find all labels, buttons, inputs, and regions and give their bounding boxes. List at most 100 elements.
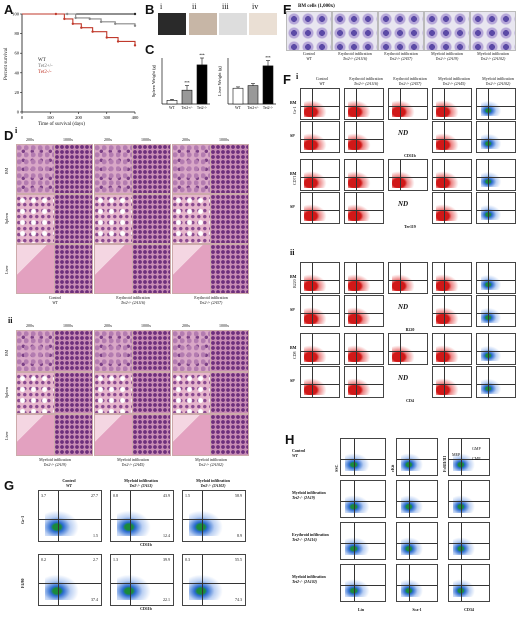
flow-gate-v xyxy=(444,334,445,364)
flow-events xyxy=(436,342,463,362)
flow-gate-v xyxy=(488,89,489,119)
flow-gate-h xyxy=(477,138,515,139)
flow-events xyxy=(304,201,331,221)
flow-row-label: BM xyxy=(290,274,297,279)
histology-200x xyxy=(172,244,211,294)
flow-plot xyxy=(476,262,516,294)
flow-events xyxy=(480,305,506,323)
histology-caption-1: Myeloid infiltration xyxy=(195,457,227,462)
flow-plot xyxy=(300,88,340,120)
flow-events xyxy=(304,271,331,291)
flow-events xyxy=(480,169,506,187)
flow-gate-h xyxy=(301,279,339,280)
flow-gate-h xyxy=(345,383,383,384)
panel-label-g: G xyxy=(4,478,15,493)
survival-point xyxy=(133,44,137,47)
flow-events xyxy=(436,130,463,150)
smear-caption-line2: Tet2-/- (2A102) xyxy=(480,56,506,61)
bar-category-label: Tet2-/- xyxy=(263,106,274,110)
histology-1000x xyxy=(132,372,171,414)
g-quad-value: 43.9 xyxy=(163,493,170,498)
smear-caption-line2: Tet2-/- (2A116) xyxy=(342,56,368,61)
gate-gmp: GMP xyxy=(472,446,481,451)
flow-plot xyxy=(432,159,472,191)
flow-gate-h xyxy=(389,105,427,106)
h-row-caption-1: Myeloid infiltration xyxy=(292,490,326,495)
h-ylabel: SSC xyxy=(334,464,339,472)
flow-gate-h xyxy=(397,458,437,460)
g-quad-value: 58.9 xyxy=(235,493,242,498)
flow-gate-h xyxy=(477,312,515,313)
g-quad-value: 3.7 xyxy=(41,493,46,498)
flow-events xyxy=(436,271,463,291)
flow-gate-h xyxy=(449,458,489,460)
flow-plot xyxy=(388,88,428,120)
flow-gate-v xyxy=(354,523,355,559)
flow-row-label: SP xyxy=(290,204,295,209)
flow-events xyxy=(45,570,86,600)
flow-gate-h xyxy=(345,279,383,280)
flow-yaxis-label: B220 xyxy=(292,279,297,288)
flow-gate-v xyxy=(488,367,489,397)
h-xlabel: Lin xyxy=(357,607,364,612)
histology-200x xyxy=(94,194,133,244)
bar-category-label: Tet2-/- xyxy=(197,106,208,110)
histology-row-label: BM xyxy=(4,167,9,174)
panel-label-f: F xyxy=(283,72,291,87)
flow-plot xyxy=(476,192,516,224)
g-xlabel: CD11b xyxy=(140,606,152,611)
flow-plot xyxy=(300,159,340,191)
h-flow-cKit xyxy=(396,438,438,476)
mag-1000x: 1000x xyxy=(63,323,73,328)
flow-gate-v xyxy=(409,523,410,559)
flow-gate-h xyxy=(389,176,427,177)
flow-grid-g: Control WT 3.7 27.7 1.5 0.2 2.7 37.4 Myeloid inf… xyxy=(16,478,248,618)
h-row-caption-2: Tet2-/- (2A116) xyxy=(292,537,317,542)
bar-Tet2-/- xyxy=(262,65,274,105)
flow-gate-v xyxy=(129,491,131,541)
histology-200x xyxy=(172,330,211,372)
flow-gate-h xyxy=(397,584,437,586)
legend-tet2-ko: Tet2-/- xyxy=(38,70,52,75)
flow-events xyxy=(45,506,86,536)
flow-plot xyxy=(476,295,516,327)
flow-row-label: BM xyxy=(290,171,297,176)
flow-gate-h xyxy=(397,542,437,544)
flow-plot xyxy=(476,88,516,120)
flow-plot xyxy=(344,333,384,365)
histology-1000x xyxy=(132,144,171,194)
flow-gate-v xyxy=(444,367,445,397)
histology-caption-1: Myeloid infiltration xyxy=(39,457,71,462)
flow-gate-v xyxy=(488,334,489,364)
histology-row-label: Spleen xyxy=(4,213,9,224)
flow-gate-v xyxy=(444,122,445,152)
flow-plot xyxy=(388,262,428,294)
flow-plot xyxy=(476,333,516,365)
flow-gate-h xyxy=(449,584,489,586)
survival-y-tick-label: 60 xyxy=(15,51,20,56)
flow-gate-h xyxy=(477,279,515,280)
flow-yaxis-label: Gr-1 xyxy=(292,106,297,114)
histology-1000x xyxy=(54,330,93,372)
legend-tet2-het: Tet2+/- xyxy=(38,64,53,69)
histology-caption-2: Tet2-/- (2A57) xyxy=(199,300,223,305)
mag-200x: 200x xyxy=(182,323,190,328)
flow-gate-h xyxy=(341,584,385,586)
flow-events xyxy=(348,168,375,188)
smear-caption-line1: Erythroid infiltration xyxy=(384,51,418,56)
flow-events xyxy=(304,97,331,117)
flow-events xyxy=(304,168,331,188)
flow-gate-v xyxy=(461,565,462,601)
histology-200x xyxy=(172,194,211,244)
flow-gate-v xyxy=(356,263,357,293)
g-quad-value: 0.8 xyxy=(113,493,118,498)
g-flow-plot: 1.3 39.9 22.1 xyxy=(110,554,174,606)
flow-col-caption-2: Tet2-/- (2A57) xyxy=(398,81,422,86)
survival-y-tick-label: 40 xyxy=(15,70,20,75)
survival-line-1 xyxy=(22,13,136,26)
flow-gate-h xyxy=(345,312,383,313)
flow-gate-v xyxy=(400,89,401,119)
flow-gate-h xyxy=(433,279,471,280)
flow-grid-i: Control WT Erythroid infiltration Tet2-/- (… xyxy=(290,74,518,242)
